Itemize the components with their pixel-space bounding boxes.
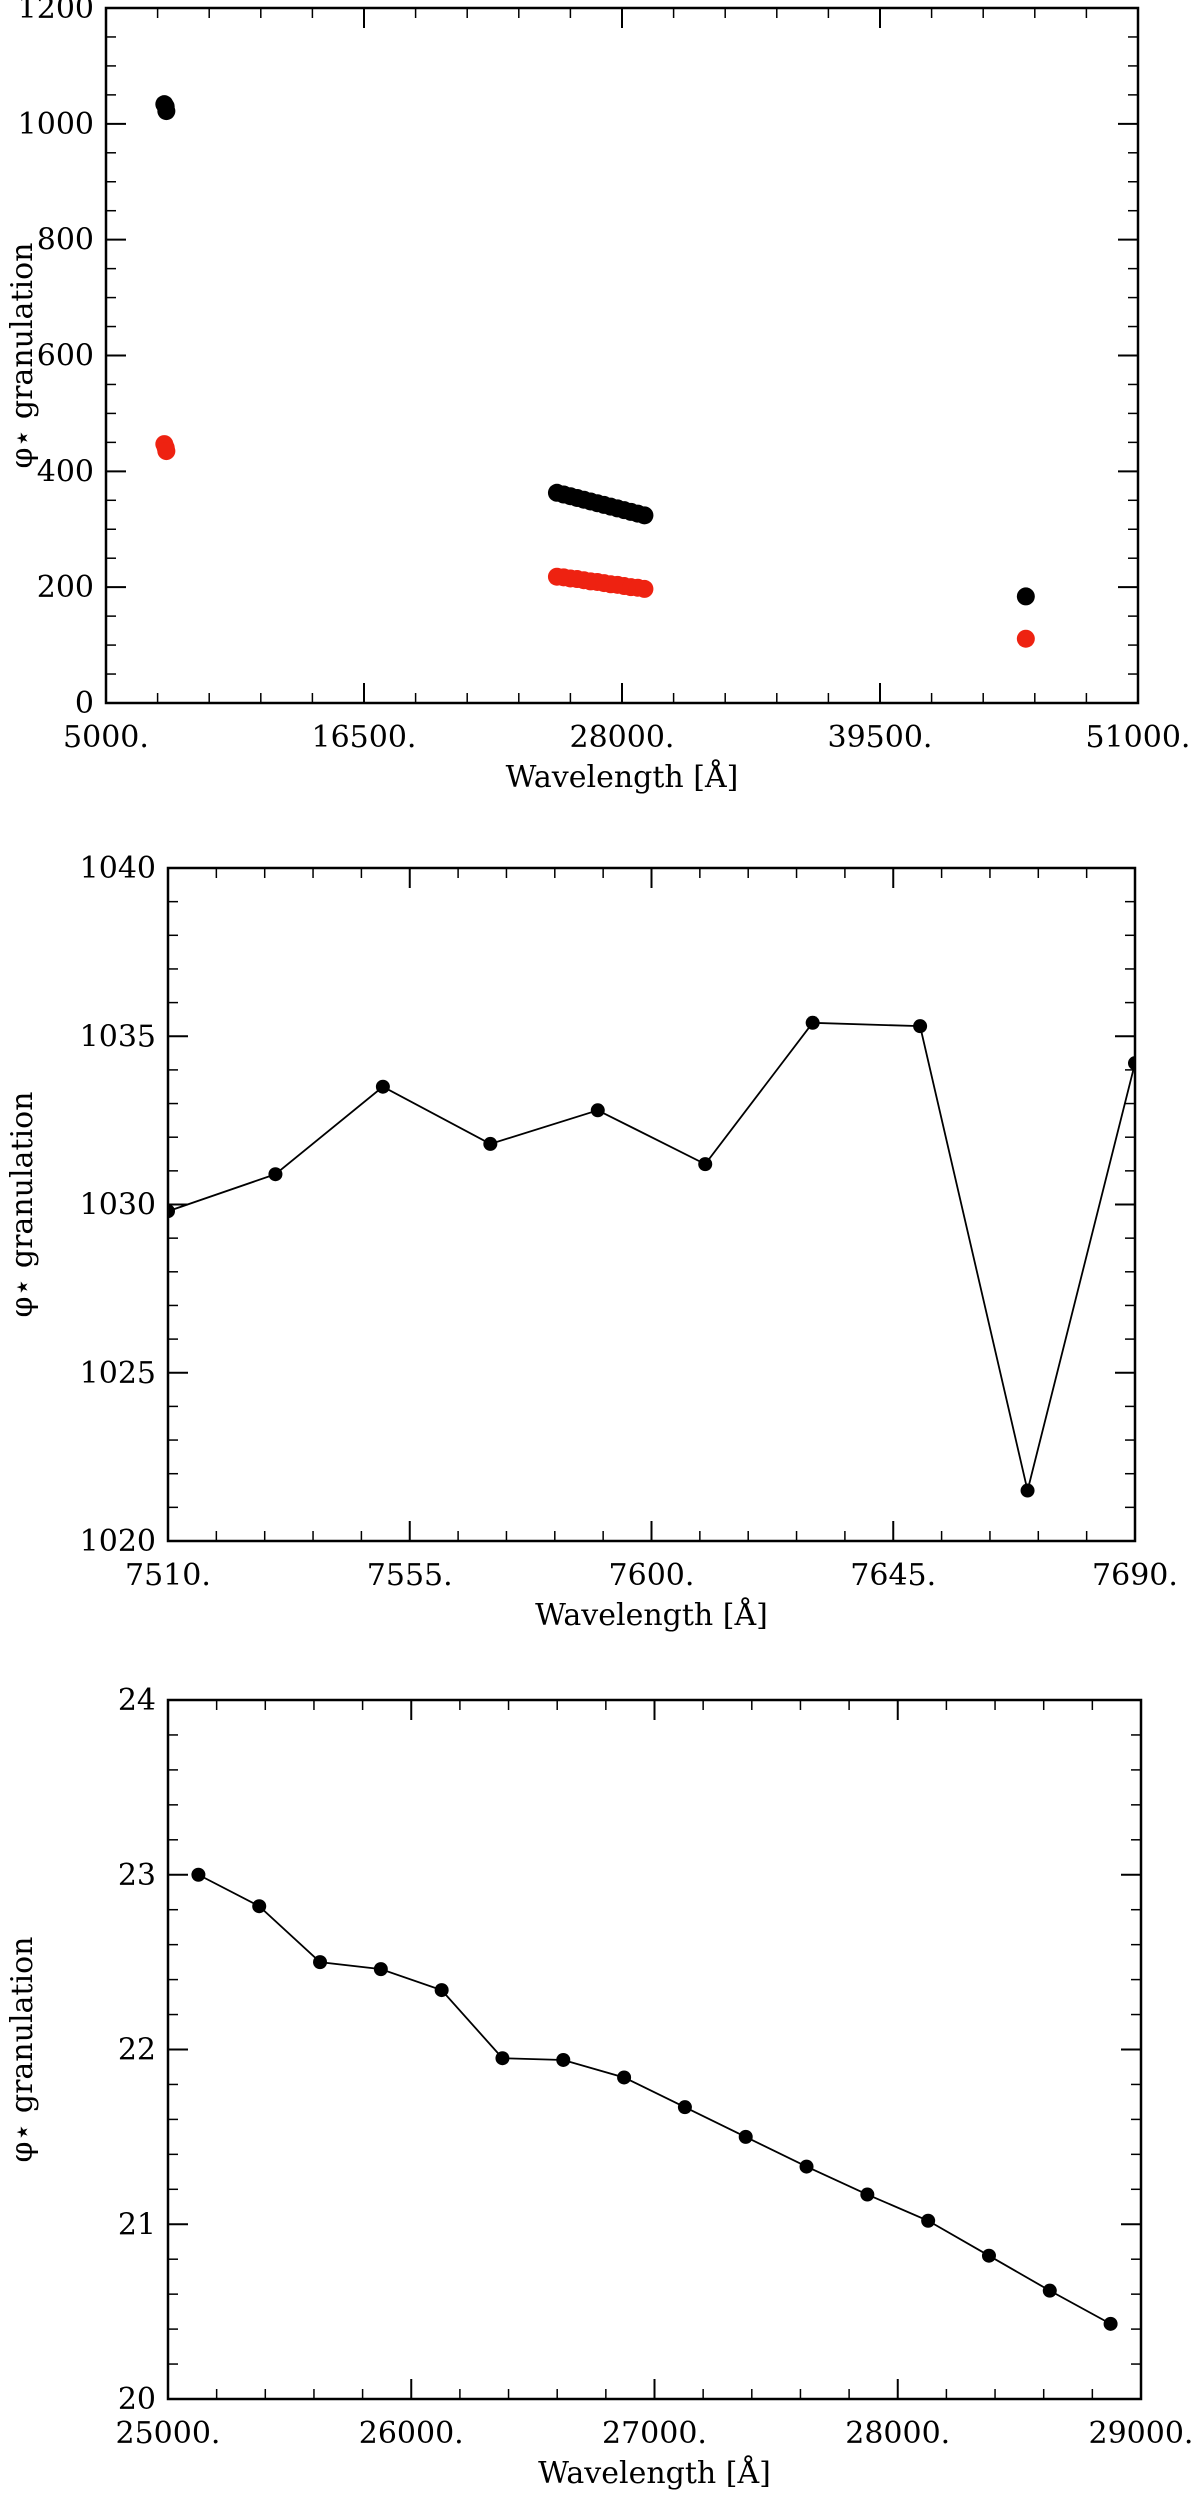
x-tick-label: 5000. (63, 720, 149, 755)
x-tick-label: 7600. (609, 1558, 695, 1593)
x-tick-label: 51000. (1086, 720, 1191, 755)
data-point (191, 1867, 206, 1882)
x-axis-label: Wavelength [Å] (535, 1597, 768, 1633)
x-axis-label: Wavelength [Å] (506, 759, 739, 795)
data-point (434, 1983, 449, 1998)
x-tick-label: 39500. (828, 720, 933, 755)
data-layer (191, 1867, 1118, 2331)
x-tick-label: 27000. (602, 2416, 707, 2451)
y-tick-label: 20 (118, 2382, 156, 2417)
y-tick-label: 21 (118, 2207, 156, 2242)
y-tick-label: 1025 (80, 1356, 156, 1391)
y-tick-label: 200 (37, 570, 94, 605)
x-tick-label: 7690. (1092, 1558, 1178, 1593)
plot-frame (166, 866, 1137, 1543)
chart-panel-1: 5000. 16500. 28000. 39500. 51000. 0 200 400 600 8… (5, 0, 1190, 795)
x-tick-label: 16500. (312, 720, 417, 755)
x-tick-label: 7645. (850, 1558, 936, 1593)
data-point (268, 1167, 283, 1182)
data-point (981, 2248, 996, 2263)
data-point (805, 1015, 820, 1030)
data-point (313, 1955, 328, 1970)
x-tick-label: 7510. (125, 1558, 211, 1593)
data-point (252, 1899, 267, 1914)
data-point (860, 2187, 875, 2202)
y-tick-label: 24 (118, 1683, 156, 1718)
data-point (1020, 1483, 1035, 1498)
data-point (677, 2100, 692, 2115)
y-axis-label: φ⋆ granulation (5, 1092, 40, 1318)
data-point (1042, 2283, 1057, 2298)
y-tick-label: 600 (37, 339, 94, 374)
series-line (197, 1873, 1112, 2325)
y-tick-label: 1040 (80, 851, 156, 886)
y-tick-label: 1000 (18, 107, 94, 142)
data-point (738, 2129, 753, 2144)
data-point (921, 2213, 936, 2228)
chart-panel-3: 25000. 26000. 27000. 28000. 29000. 20 21 22 23 24… (5, 1683, 1193, 2491)
data-point (799, 2159, 814, 2174)
data-point (635, 579, 654, 598)
y-tick-label: 800 (37, 223, 94, 258)
x-tick-label: 7555. (367, 1558, 453, 1593)
data-point (373, 1962, 388, 1977)
y-axis-label: φ⋆ granulation (5, 1937, 40, 2163)
data-point (913, 1019, 928, 1034)
data-layer (155, 95, 1035, 648)
y-tick-label: 1035 (80, 1019, 156, 1054)
data-point (375, 1079, 390, 1094)
x-tick-label: 28000. (845, 2416, 950, 2451)
x-axis-label: Wavelength [Å] (538, 2455, 771, 2491)
data-point (168, 1204, 175, 1219)
data-point (635, 506, 654, 525)
x-tick-label: 26000. (359, 2416, 464, 2451)
data-point (1128, 1056, 1135, 1071)
plot-frame (166, 1698, 1143, 2401)
y-tick-label: 1020 (80, 1524, 156, 1559)
data-point (590, 1103, 605, 1118)
chart-panel-2: 7510. 7555. 7600. 7645. 7690. 1020 1025 1030 103… (5, 851, 1178, 1633)
data-point (483, 1136, 498, 1151)
data-point (157, 442, 176, 461)
y-axis-label: φ⋆ granulation (5, 243, 40, 469)
data-point (1016, 629, 1035, 648)
x-tick-label: 29000. (1089, 2416, 1194, 2451)
y-tick-label: 1200 (18, 0, 94, 26)
data-point (698, 1157, 713, 1172)
plot-frame (104, 6, 1140, 705)
data-point (617, 2070, 632, 2085)
data-point (1103, 2316, 1118, 2331)
x-tick-label: 25000. (116, 2416, 221, 2451)
data-point (495, 2051, 510, 2066)
y-tick-label: 0 (75, 686, 94, 721)
data-point (1016, 587, 1035, 606)
y-tick-label: 400 (37, 454, 94, 489)
data-point (157, 102, 176, 121)
data-point (556, 2052, 571, 2067)
y-tick-label: 23 (118, 1858, 156, 1893)
series-line (168, 1021, 1135, 1491)
data-layer (168, 1015, 1135, 1498)
x-tick-label: 28000. (570, 720, 675, 755)
y-tick-label: 22 (118, 2033, 156, 2068)
y-tick-label: 1030 (80, 1188, 156, 1223)
